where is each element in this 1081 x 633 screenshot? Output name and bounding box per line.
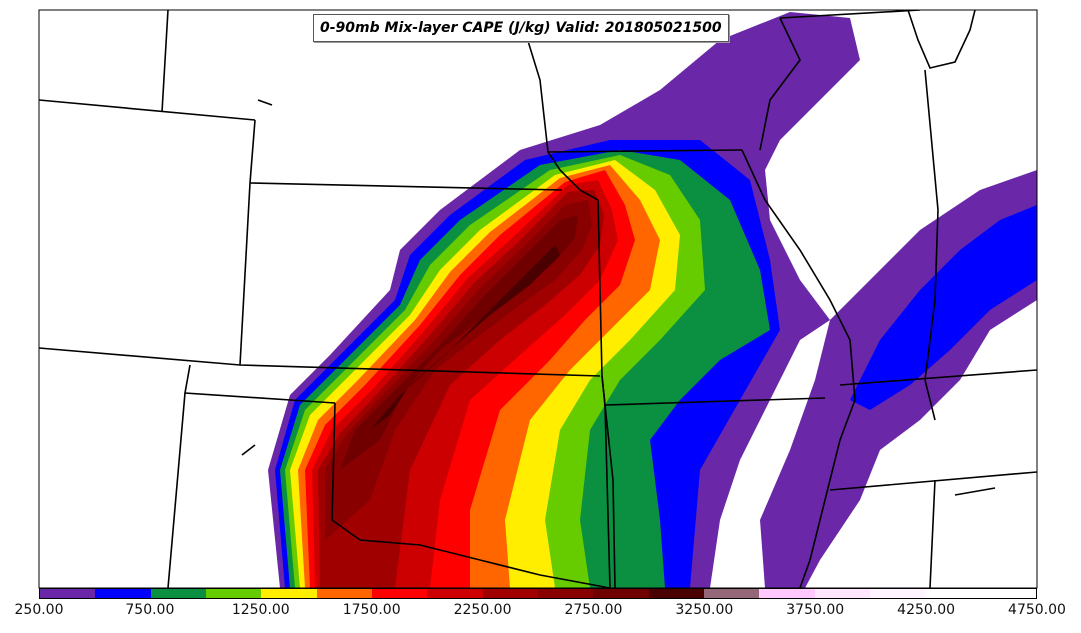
colorbar-swatch [980,589,1036,598]
colorbar-swatch [814,589,870,598]
colorbar-swatch [482,589,538,598]
colorbar-swatch [40,589,96,598]
colorbar-tick-label: 3250.00 [675,602,734,618]
colorbar-swatch [593,589,649,598]
state-borders [39,10,1037,588]
colorbar-swatch [648,589,704,598]
colorbar-tick-label: 4750.00 [1008,602,1066,618]
colorbar-tick-label: 1750.00 [342,602,401,618]
colorbar-swatch [261,589,317,598]
colorbar-swatch [869,589,926,598]
colorbar-tick-label: 1250.00 [231,602,290,618]
colorbar-swatch [427,589,483,598]
colorbar-tick-label: 2750.00 [564,602,623,618]
colorbar-swatch [759,589,815,598]
colorbar [39,588,1037,599]
colorbar-swatch [925,589,981,598]
colorbar-tick-label: 250.00 [14,602,64,618]
cape-band-3250 [370,245,560,430]
colorbar-tick-label: 3750.00 [786,602,845,618]
colorbar-tick-label: 750.00 [125,602,175,618]
colorbar-swatch [703,589,760,598]
colorbar-swatch [150,589,206,598]
cape-band-3000 [340,215,578,470]
colorbar-swatch [95,589,151,598]
east-band-750 [850,205,1037,410]
colorbar-tick-label: 2250.00 [453,602,512,618]
map-title: 0-90mb Mix-layer CAPE (J/kg) Valid: 2018… [313,14,729,42]
colorbar-swatch [371,589,428,598]
colorbar-swatch [316,589,372,598]
colorbar-swatch [205,589,262,598]
colorbar-swatch [537,589,594,598]
cape-contours [268,12,1037,588]
colorbar-tick-label: 4250.00 [897,602,956,618]
